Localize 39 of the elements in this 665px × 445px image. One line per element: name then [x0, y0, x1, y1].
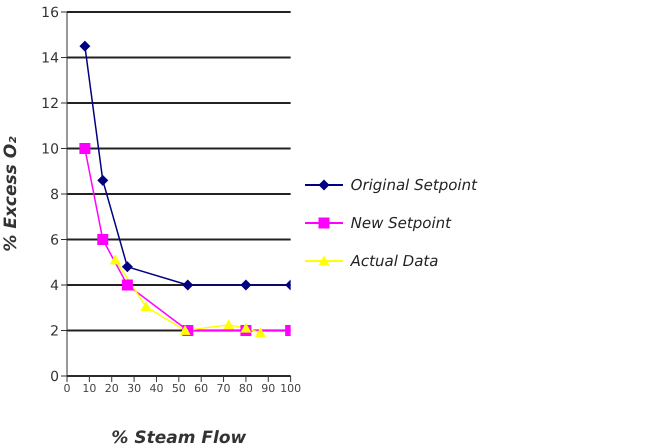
point — [97, 174, 108, 186]
legend-label: New Setpoint — [350, 214, 452, 232]
point — [122, 280, 133, 290]
y-tick-label: 6 — [50, 232, 60, 248]
x-tick-label: 40 — [149, 382, 164, 395]
x-tick-label: 10 — [82, 382, 96, 395]
y-tick-label: 8 — [50, 186, 59, 203]
point — [79, 143, 90, 154]
y-tick-label: 2 — [50, 323, 59, 340]
point — [110, 254, 121, 264]
legend-label: Original Setpoint — [350, 176, 477, 194]
y-tick-label: 14 — [41, 50, 60, 66]
point — [140, 301, 152, 312]
x-tick-label: 90 — [261, 382, 276, 395]
x-tick-label: 0 — [64, 382, 70, 395]
point — [97, 234, 108, 245]
y-tick-label: 4 — [50, 278, 60, 294]
y-tick-label: 0 — [50, 368, 59, 385]
point — [240, 322, 252, 333]
point — [122, 261, 133, 272]
legend-label: Actual Data — [350, 252, 438, 270]
y-tick-label: 16 — [41, 4, 60, 21]
x-tick-label: 80 — [238, 382, 253, 395]
y-axis-title: % Excess O₂ — [1, 136, 22, 252]
x-tick-label: 20 — [104, 382, 119, 395]
point — [182, 280, 194, 290]
x-tick-label: 70 — [216, 382, 231, 395]
y-tick-label: 10 — [41, 141, 59, 158]
point — [240, 280, 252, 290]
x-tick-label: 100 — [280, 382, 302, 395]
point — [223, 319, 234, 330]
x-axis-title: % Steam Flow — [111, 428, 247, 445]
point — [254, 327, 266, 338]
x-tick-label: 50 — [172, 382, 186, 395]
x-tick-label: 30 — [127, 382, 142, 395]
y-tick-label: 12 — [41, 96, 59, 112]
point — [79, 40, 90, 52]
point — [180, 325, 191, 335]
x-tick-label: 60 — [194, 382, 208, 395]
